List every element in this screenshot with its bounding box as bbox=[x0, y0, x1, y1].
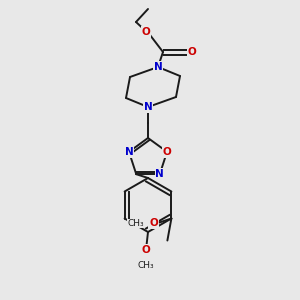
Text: O: O bbox=[142, 245, 150, 255]
Text: N: N bbox=[124, 147, 134, 157]
Text: CH₃: CH₃ bbox=[127, 219, 144, 228]
Text: N: N bbox=[154, 62, 162, 72]
Text: O: O bbox=[149, 218, 158, 229]
Text: O: O bbox=[142, 27, 150, 37]
Text: CH₃: CH₃ bbox=[138, 262, 154, 271]
Text: O: O bbox=[163, 147, 171, 157]
Text: N: N bbox=[155, 169, 164, 179]
Text: O: O bbox=[188, 47, 196, 57]
Text: N: N bbox=[144, 102, 152, 112]
